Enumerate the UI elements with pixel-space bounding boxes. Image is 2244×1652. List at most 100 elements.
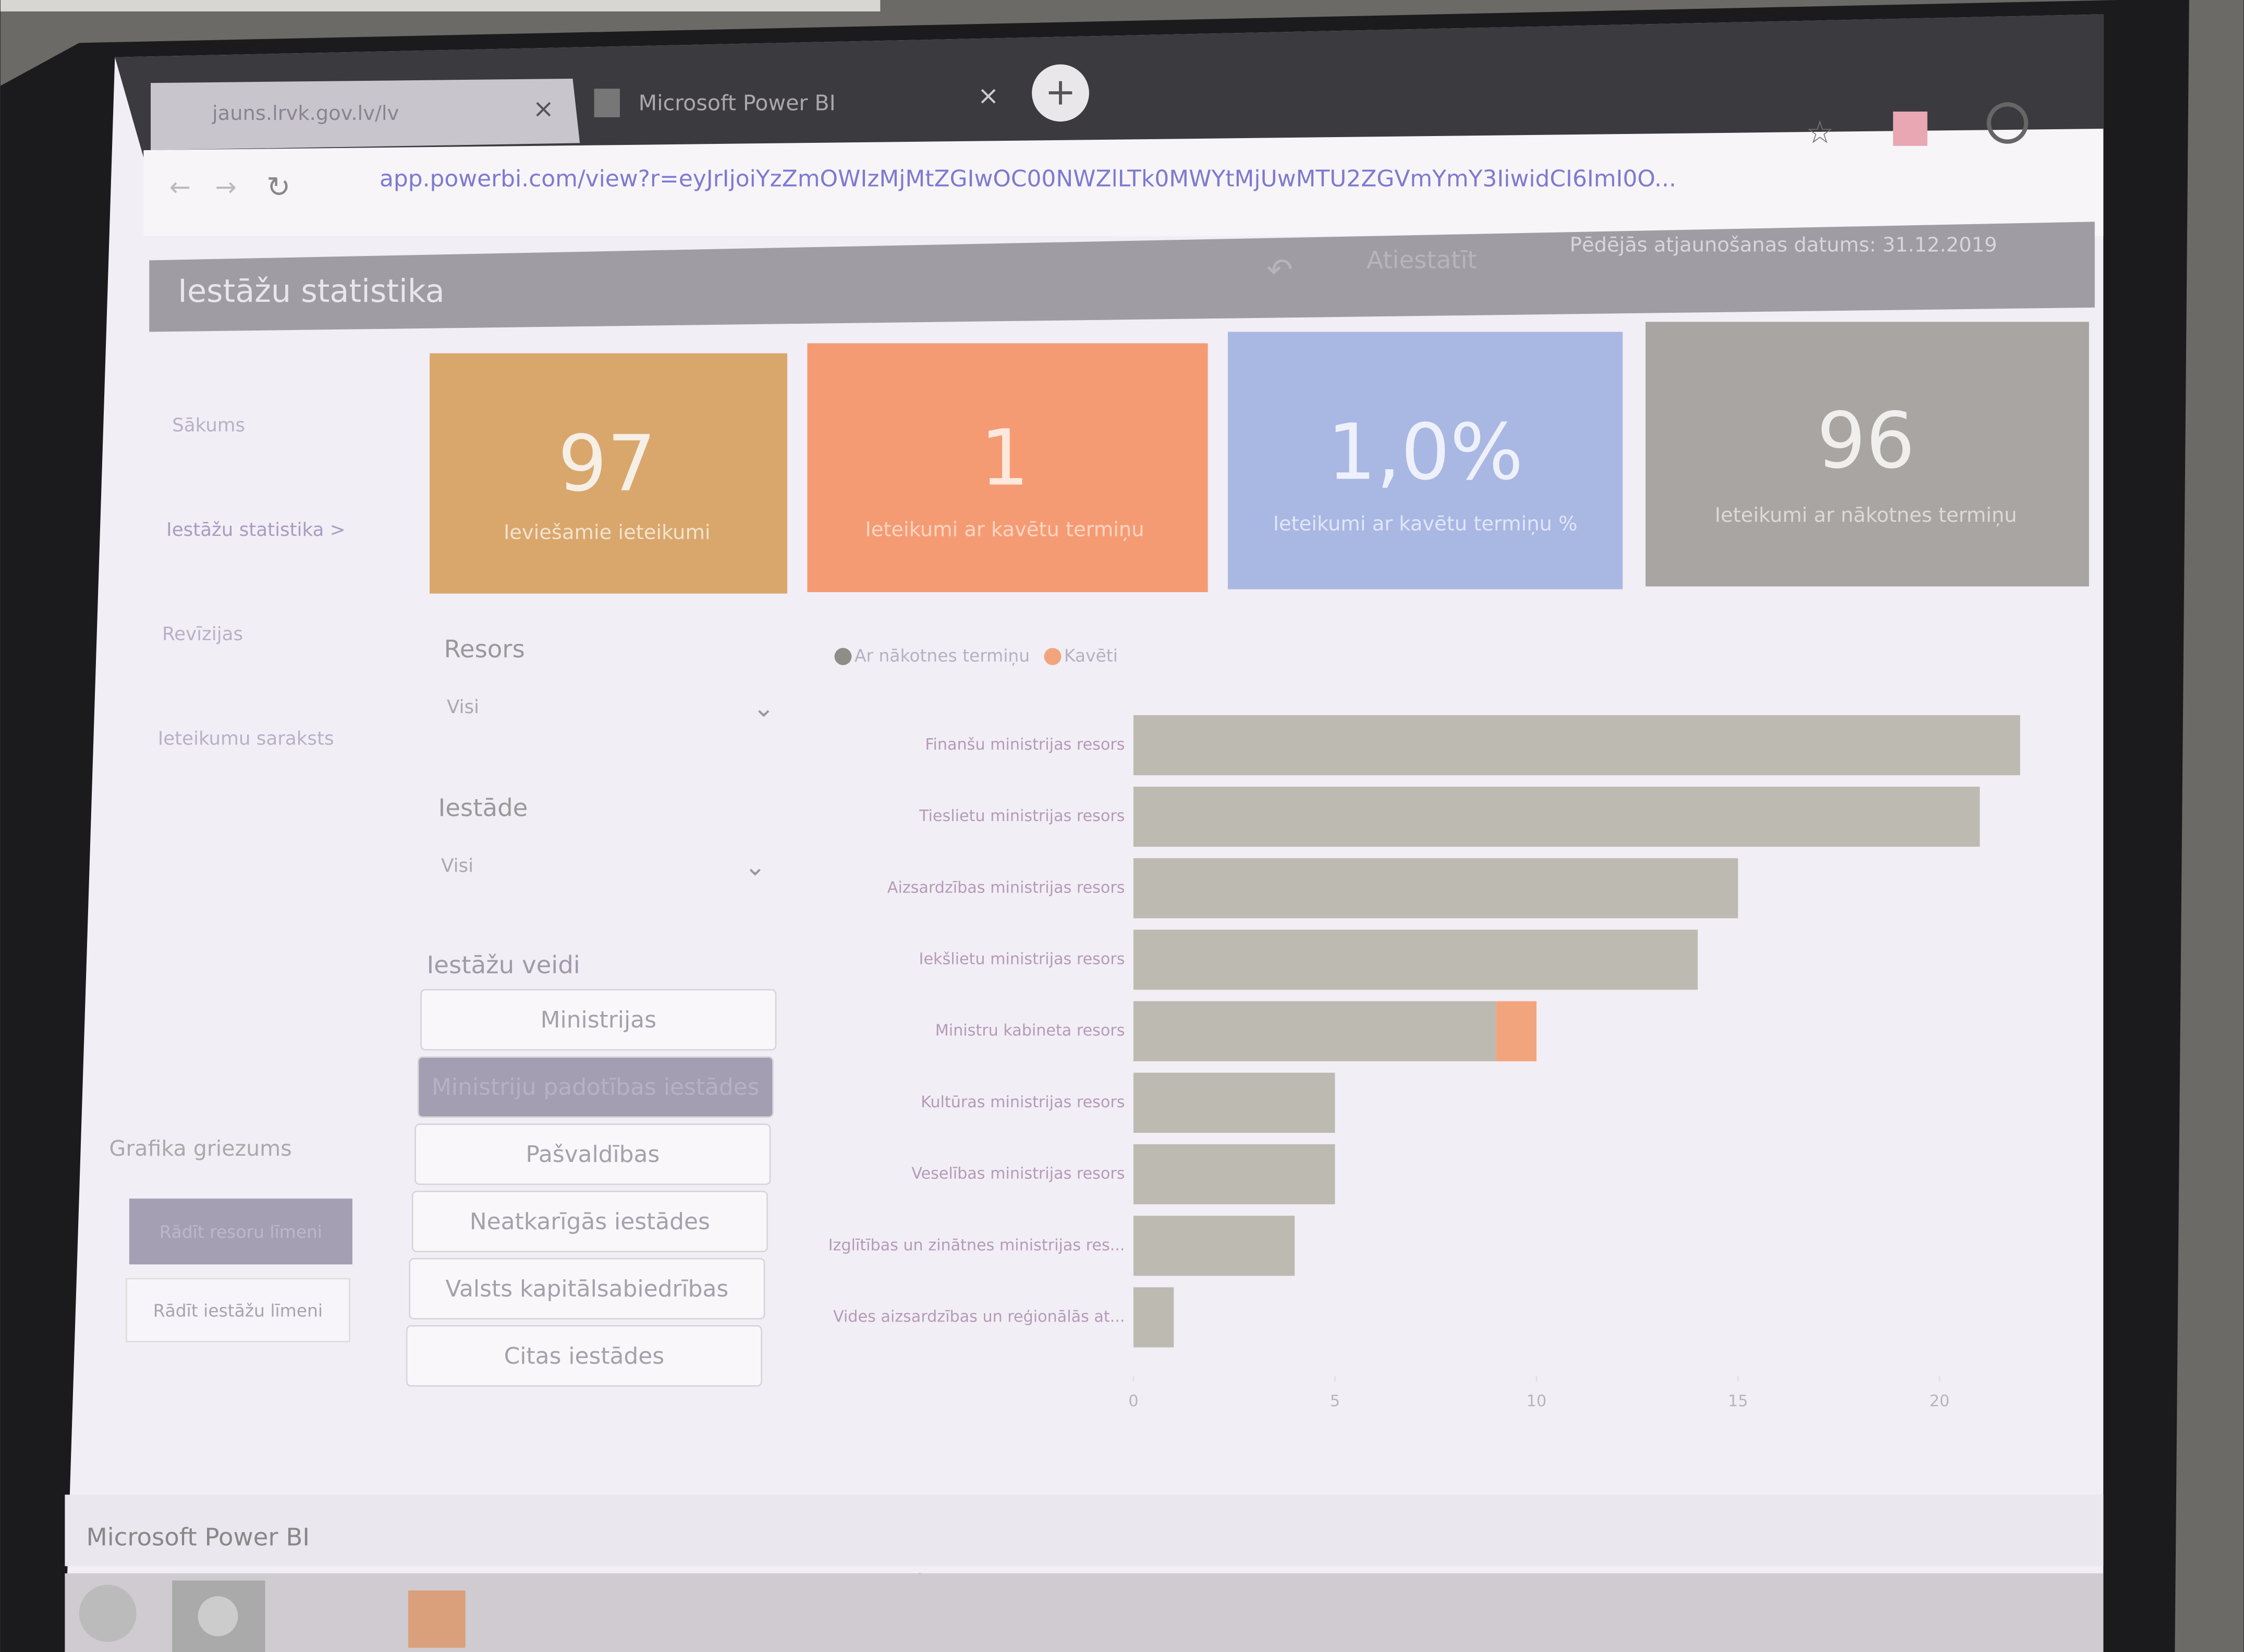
x-tick-label: 10 — [1527, 1392, 1546, 1410]
report-header — [149, 222, 2095, 332]
slicer-button-label: Neatkarīgās iestādes — [470, 1208, 710, 1235]
address-bar — [143, 128, 2104, 236]
view-button[interactable] — [129, 1198, 352, 1265]
y-tick-label: Finanšu ministrijas resors — [925, 736, 1125, 754]
profile-icon[interactable] — [1986, 102, 2029, 144]
taskbar-icon[interactable] — [408, 1590, 466, 1648]
slicer-button-label: Ministrijas — [541, 1007, 656, 1033]
filter-label: Iestāde — [438, 793, 528, 822]
tab-bar — [115, 14, 2104, 157]
pdf-extension[interactable] — [1893, 112, 1928, 146]
slicer-title: Iestāžu veidi — [427, 951, 580, 979]
legend-label[interactable]: Kavēti — [1064, 645, 1118, 666]
tab-title[interactable]: Microsoft Power BI — [639, 90, 836, 115]
y-tick-label: Kultūras ministrijas resors — [921, 1093, 1125, 1111]
tab-close[interactable]: × — [533, 93, 554, 124]
nav-link[interactable]: Ieteikumu saraksts — [158, 728, 334, 750]
slicer-button[interactable] — [414, 1123, 771, 1185]
nav-link[interactable]: Iestāžu statistika > — [166, 519, 345, 541]
slicer-button-label: Ministriju padotības iestādes — [432, 1074, 759, 1100]
back-button[interactable]: ← — [169, 172, 191, 202]
y-tick-label: Ministru kabineta resors — [935, 1022, 1125, 1040]
tab-close[interactable]: × — [978, 80, 999, 111]
dropdown-value[interactable]: Visi — [441, 855, 473, 877]
kpi-value: 1 — [980, 412, 1029, 503]
bar — [1133, 1287, 1174, 1348]
slicer-button-label: Valsts kapitālsabiedrības — [445, 1276, 728, 1302]
slicer-button[interactable] — [417, 1056, 774, 1118]
kpi-card — [430, 353, 787, 594]
bar — [1133, 715, 2020, 776]
slicer-button[interactable] — [409, 1258, 765, 1320]
legend-marker — [834, 647, 852, 665]
view-button-label: Rādīt iestāžu līmeni — [153, 1300, 323, 1320]
forward-button[interactable]: → — [215, 172, 236, 202]
kpi-value: 1,0% — [1327, 407, 1523, 497]
url[interactable]: app.powerbi.com/view?r=eyJrIjoiYzZmOWIzM… — [380, 166, 1676, 192]
bar — [1133, 1072, 1335, 1133]
y-tick-label: Tieslietu ministrijas resors — [919, 807, 1125, 825]
slicer-buttons: Ministrijas Ministriju padotības iestādes… — [406, 989, 777, 1387]
nav-link[interactable]: Revīzijas — [162, 623, 243, 645]
slicer-button[interactable] — [420, 989, 777, 1051]
kpi-label: Ieteikumi ar kavētu termiņu — [865, 518, 1144, 541]
bar — [1133, 1144, 1335, 1205]
y-tick-label: Veselības ministrijas resors — [911, 1165, 1125, 1183]
bar-chart: Ar nākotnes termiņu Kavēti 0 5 10 15 20 Finanšu… — [828, 645, 2020, 1410]
x-tick-label: 20 — [1930, 1392, 1949, 1410]
kpi-label: Ieviešamie ieteikumi — [504, 521, 711, 544]
y-tick-label: Vides aizsardzības un reģionālās at... — [833, 1307, 1125, 1326]
legend-label[interactable]: Ar nākotnes termiņu — [855, 645, 1030, 666]
view-button-label: Rādīt resoru līmeni — [160, 1222, 322, 1242]
bar — [1496, 1001, 1536, 1061]
kpi-value: 96 — [1816, 396, 1915, 486]
section-title: Grafika griezums — [109, 1136, 291, 1161]
x-tick-label: 5 — [1330, 1392, 1340, 1410]
kpi-value: 97 — [558, 418, 656, 508]
powerbi-icon — [594, 89, 620, 117]
kpi-card — [807, 343, 1208, 592]
new-tab-icon: + — [1045, 70, 1076, 114]
filter-label: Resors — [444, 635, 525, 663]
dropdown-arrow[interactable]: ⌄ — [745, 851, 766, 882]
footer-brand: Microsoft Power BI — [87, 1523, 310, 1551]
bar — [1133, 1216, 1295, 1276]
bar — [1133, 1001, 1496, 1061]
start-button[interactable] — [79, 1585, 137, 1642]
dropdown-value[interactable]: Visi — [447, 696, 479, 718]
bar — [1133, 929, 1698, 990]
slicer-button[interactable] — [406, 1325, 762, 1387]
legend-marker — [1044, 647, 1062, 665]
kpi-label: Ieteikumi ar kavētu termiņu % — [1273, 512, 1578, 535]
reload-button[interactable]: ↻ — [266, 170, 290, 203]
report-title: Iestāžu statistika — [178, 273, 444, 310]
kpi-label: Ieteikumi ar nākotnes termiņu — [1715, 504, 2017, 527]
tab-title[interactable]: jauns.lrvk.gov.lv/lv — [212, 102, 399, 125]
slicer-button[interactable] — [411, 1191, 768, 1253]
y-tick-label: Iekšlietu ministrijas resors — [919, 950, 1125, 969]
slicer-button-label: Citas iestādes — [504, 1343, 665, 1369]
nav-link[interactable]: Sākums — [172, 415, 245, 436]
bar — [1133, 787, 1980, 847]
kpi-card — [1228, 332, 1623, 590]
taskbar-icon — [198, 1596, 238, 1636]
powerbi-footer — [65, 1495, 2104, 1567]
y-tick-label: Aizsardzības ministrijas resors — [887, 878, 1125, 897]
last-updated: Pēdējās atjaunošanas datums: 31.12.2019 — [1570, 233, 1997, 256]
undo-icon[interactable]: ↶ — [1266, 252, 1293, 288]
view-button[interactable] — [125, 1278, 350, 1342]
dropdown-arrow[interactable]: ⌄ — [753, 692, 774, 723]
slicer-button-label: Pašvaldības — [526, 1141, 660, 1168]
taskbar — [65, 1573, 2104, 1652]
bookmark-star[interactable]: ☆ — [1806, 115, 1834, 151]
y-tick-label: Izglītības un zinātnes ministrijas res..… — [828, 1236, 1125, 1254]
wall-light — [0, 0, 881, 11]
x-tick-label: 15 — [1728, 1392, 1748, 1410]
bar — [1133, 858, 1738, 919]
kpi-card — [1645, 322, 2089, 586]
reset-button[interactable]: Atiestatīt — [1367, 246, 1477, 274]
new-tab-button[interactable] — [1032, 64, 1089, 122]
